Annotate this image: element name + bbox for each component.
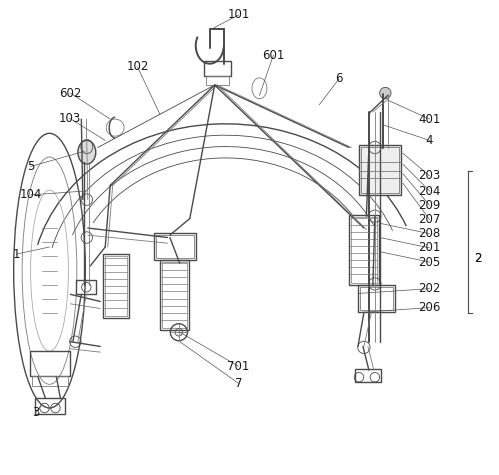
Bar (156, 235, 194, 258)
Text: 701: 701 (228, 360, 250, 373)
Bar (355, 369, 381, 382)
Bar (206, 76, 229, 85)
Circle shape (380, 87, 391, 99)
Bar (31, 376, 68, 386)
Text: 207: 207 (419, 213, 441, 226)
Text: 602: 602 (59, 86, 81, 100)
Bar (76, 280, 96, 294)
Text: 102: 102 (126, 60, 149, 74)
Text: 1: 1 (13, 247, 20, 261)
Text: 209: 209 (419, 199, 441, 212)
Text: 104: 104 (19, 189, 42, 201)
Text: 4: 4 (426, 134, 433, 147)
Text: 201: 201 (419, 241, 441, 255)
Bar (29, 351, 70, 376)
Text: 203: 203 (419, 170, 441, 182)
Bar (34, 398, 65, 414)
Bar (359, 145, 401, 195)
Bar (351, 217, 377, 283)
Bar (160, 260, 189, 330)
Bar (358, 285, 395, 313)
Bar (162, 262, 187, 328)
Text: 2: 2 (475, 252, 482, 266)
Ellipse shape (78, 141, 96, 164)
Text: 202: 202 (419, 282, 441, 295)
Text: 5: 5 (27, 160, 34, 173)
Bar (361, 147, 399, 193)
Text: 206: 206 (419, 301, 441, 314)
Text: 2: 2 (475, 252, 482, 266)
Text: 103: 103 (58, 112, 80, 124)
Text: 205: 205 (419, 256, 441, 269)
Text: 6: 6 (335, 72, 343, 86)
Bar (105, 256, 127, 316)
Bar (103, 254, 129, 318)
Text: 208: 208 (419, 227, 441, 240)
Bar (360, 287, 393, 311)
Text: 401: 401 (419, 113, 441, 125)
Text: 601: 601 (262, 48, 284, 62)
Bar (349, 215, 379, 285)
Bar (154, 233, 196, 260)
Text: 3: 3 (32, 406, 39, 419)
Text: 101: 101 (228, 9, 250, 21)
Text: 7: 7 (235, 377, 243, 390)
Bar (204, 61, 231, 76)
Text: 204: 204 (419, 185, 441, 198)
